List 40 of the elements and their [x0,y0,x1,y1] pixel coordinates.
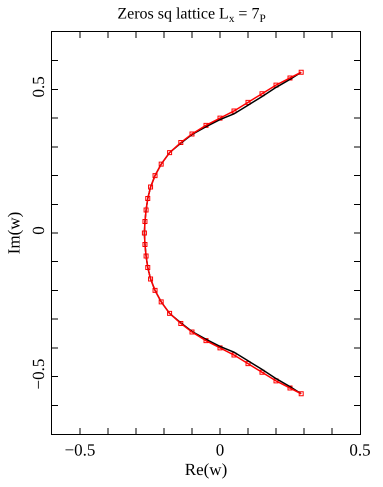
point [152,173,158,178]
point [142,242,148,247]
point [204,338,208,344]
x-tick-label: −0.5 [64,440,96,460]
point [158,162,164,167]
point [145,196,150,202]
y-tick-label: −0.5 [29,358,48,390]
point [274,378,278,384]
point [204,122,208,128]
point [274,82,278,88]
point [246,361,250,366]
point [190,330,194,335]
point [178,140,184,146]
point [260,370,264,375]
point [144,253,149,258]
y-tick-label: 0 [29,226,48,235]
x-axis-title: Re(w) [184,460,228,479]
point [158,299,164,304]
y-tick-label: 0.5 [29,76,48,98]
point [246,100,250,105]
point [178,320,184,326]
point [218,345,222,350]
point [152,288,158,293]
point [190,131,194,136]
y-axis-title: Im(w) [4,212,24,254]
point [142,219,148,224]
x-tick-label: 0 [216,440,224,460]
point [260,91,264,96]
point [148,184,154,190]
point [298,391,304,396]
point [167,310,172,316]
point [218,116,222,121]
point [144,208,149,213]
x-tick-label: 0.5 [349,440,371,460]
point [145,264,150,270]
point [167,150,172,156]
point [298,70,304,75]
chart-title: Zeros sq lattice L$_{x}$ = 7$_{P}$ [117,6,266,25]
point [142,230,147,236]
point [148,276,154,282]
